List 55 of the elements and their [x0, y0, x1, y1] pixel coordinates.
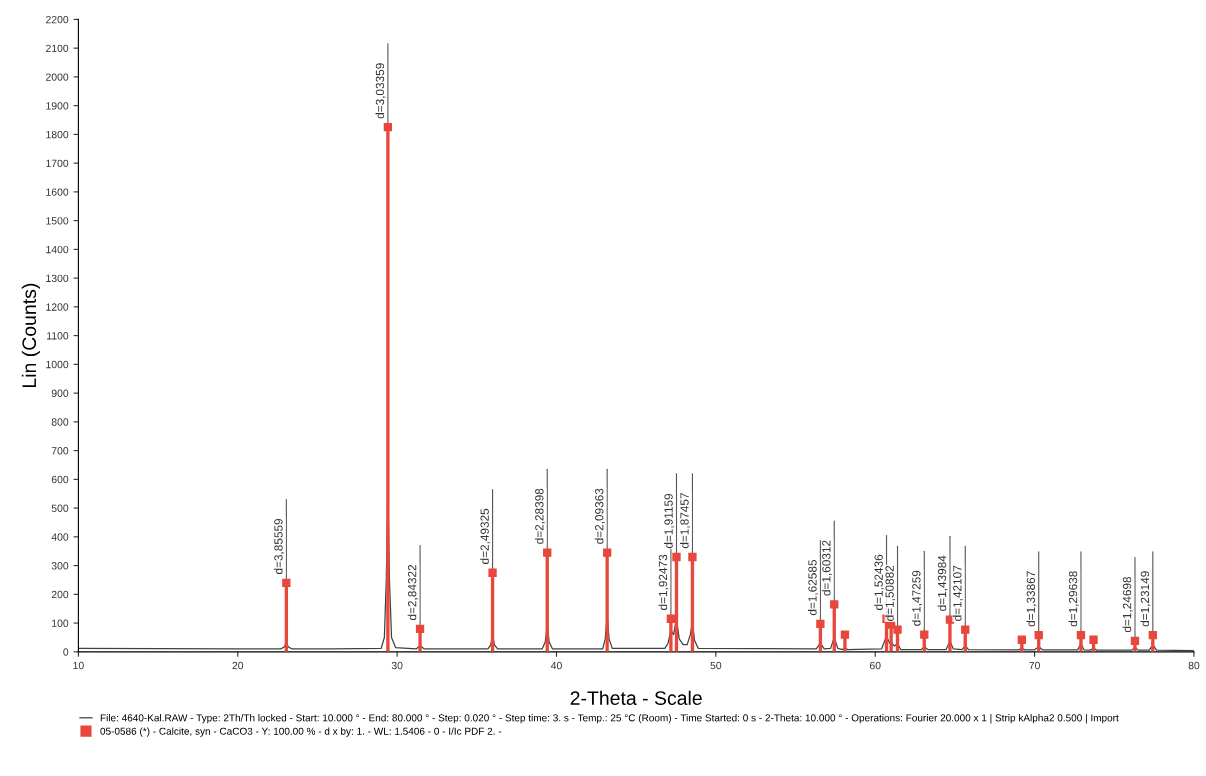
annotation: d=1,62585 [808, 559, 819, 616]
y-tick-label: 1800 [46, 130, 69, 139]
y-tick-label: 500 [51, 504, 69, 512]
y-tick-label: 1200 [46, 303, 69, 311]
annotation: d=1,23149 [1140, 571, 1151, 627]
x-tick-label: 60 [869, 661, 881, 670]
annotation: d=1,33867 [1026, 571, 1037, 627]
annotation: d=1,91159 [664, 493, 675, 549]
annotation: d=1,60312 [821, 540, 832, 596]
y-tick-label: 200 [51, 590, 69, 599]
legend-label: 05-0586 (*) - Calcite, syn - CaCO3 - Y: 100.00 % - d x by: 1. - WL: 1.5406 - 0 - I/Ic PDF 2. - [100, 727, 502, 737]
annotation: d=2,49325 [480, 508, 491, 564]
annotation: d=1,50882 [885, 565, 896, 621]
x-tick-label: 80 [1188, 661, 1200, 670]
annotation: d=1,42107 [952, 565, 963, 621]
x-tick-label: 70 [1029, 661, 1040, 670]
y-tick-label: 0 [63, 648, 69, 656]
y-tick-label: 800 [51, 418, 69, 426]
y-tick-label: 600 [51, 475, 69, 484]
x-tick-label: 50 [710, 661, 722, 670]
y-tick-label: 2000 [46, 73, 69, 81]
y-tick-label: 1000 [46, 360, 69, 369]
y-tick-label: 1500 [46, 217, 69, 225]
annotation: d=1,43984 [937, 555, 948, 611]
y-tick-label: 2100 [46, 44, 69, 53]
y-tick-label: 700 [51, 447, 69, 455]
y-axis-title: Lin (Counts) [21, 283, 40, 387]
y-tick-label: 900 [51, 389, 69, 397]
annotation: d=1,87457 [680, 493, 691, 549]
y-tick-label: 1600 [46, 188, 69, 196]
annotation: d=1,24698 [1122, 576, 1133, 633]
y-tick-label: 400 [51, 533, 69, 541]
annotation: d=1,52436 [874, 554, 885, 610]
annotation: d=3,85559 [273, 518, 285, 575]
y-tick-label: 1700 [46, 159, 69, 168]
y-tick-label: 100 [52, 619, 69, 627]
x-axis-title: 2-Theta - Scale [570, 690, 702, 705]
annotation: d=2,84322 [407, 564, 418, 621]
x-tick-label: 20 [232, 661, 244, 670]
x-tick-label: 10 [73, 661, 84, 670]
y-tick-label: 300 [51, 562, 69, 570]
y-tick-label: 1300 [46, 274, 69, 282]
y-tick-label: 1900 [46, 102, 69, 110]
y-tick-label: 1400 [46, 245, 69, 254]
y-tick-label: 1100 [47, 332, 69, 340]
legend-label: File: 4640-Kal.RAW - Type: 2Th/Th locked - Start: 10.000 ° - End: 80.000 ° - Step: 0.020 ° - Step time: 3. s - Temp.: 25 °C (Room) - Time Started: 0 s - 2-Theta: 10.000 ° - Operations: Fourier 20.000 x 1 | Strip kAlpha2 0.500 | Import [100, 714, 1119, 724]
annotation: d=1,47259 [911, 570, 922, 626]
annotation: d=2,09363 [594, 488, 605, 544]
y-tick-label: 2200 [46, 15, 69, 24]
annotation: d=2,28398 [534, 488, 545, 544]
x-tick-label: 30 [391, 661, 403, 670]
annotation: d=1,92473 [658, 554, 669, 610]
annotation: d=3,03359 [375, 63, 386, 119]
annotation: d=1,29638 [1068, 571, 1079, 627]
x-tick-label: 40 [550, 661, 562, 670]
